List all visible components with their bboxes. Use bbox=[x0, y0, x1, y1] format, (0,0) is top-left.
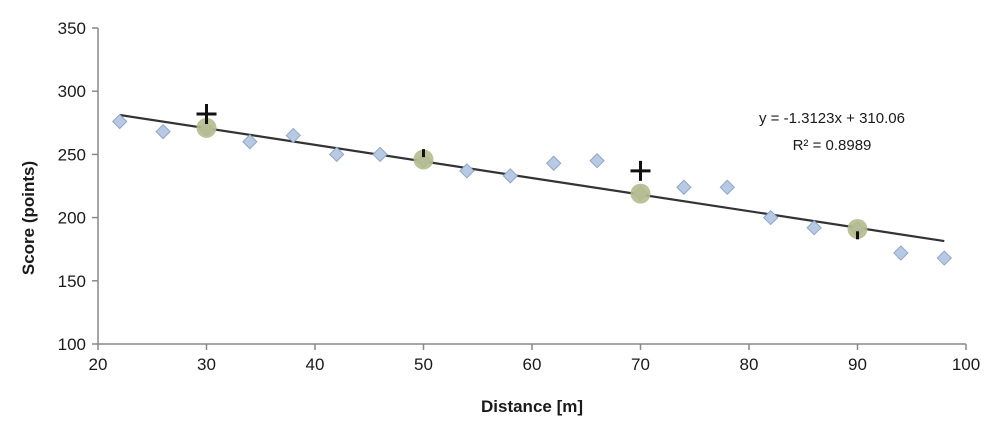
circle-point bbox=[847, 218, 868, 239]
diamond-point bbox=[372, 146, 388, 163]
diamond-point bbox=[806, 220, 822, 236]
x-tick-label: 70 bbox=[631, 355, 650, 374]
diamond-point bbox=[762, 209, 779, 226]
diamond-point bbox=[242, 134, 258, 150]
diamond-point bbox=[459, 163, 475, 179]
x-tick-label: 40 bbox=[306, 355, 325, 374]
diamond-point bbox=[111, 113, 128, 130]
trendline bbox=[119, 113, 945, 243]
diamond-point bbox=[502, 168, 519, 184]
y-tick-label: 300 bbox=[58, 82, 86, 101]
diamond-point bbox=[719, 179, 736, 195]
diamond-point bbox=[676, 179, 692, 195]
x-tick-label: 80 bbox=[740, 355, 759, 374]
x-tick-label: 50 bbox=[414, 355, 433, 374]
data-points bbox=[111, 103, 953, 266]
plus-point bbox=[630, 160, 651, 181]
diamond-point bbox=[328, 146, 345, 163]
plus-point bbox=[196, 103, 217, 124]
diamond-point bbox=[285, 127, 302, 144]
y-tick-label: 350 bbox=[58, 19, 86, 38]
diamond-point bbox=[589, 153, 605, 169]
x-tick-label: 90 bbox=[848, 355, 867, 374]
y-tick-label: 150 bbox=[58, 272, 86, 291]
diamond-point bbox=[936, 250, 953, 266]
circle-point bbox=[413, 149, 434, 170]
x-tick-label: 100 bbox=[952, 355, 980, 374]
x-tick-label: 20 bbox=[89, 355, 108, 374]
x-tick-label: 30 bbox=[197, 355, 216, 374]
y-tick-label: 250 bbox=[58, 145, 86, 164]
x-tick-label: 60 bbox=[523, 355, 542, 374]
diamond-point bbox=[155, 123, 171, 140]
y-tick-label: 100 bbox=[58, 335, 86, 354]
diamond-point bbox=[545, 155, 562, 171]
circle-point bbox=[630, 183, 651, 204]
x-axis-ticks: 20 30 40 50 60 70 80 90 100 bbox=[89, 344, 980, 374]
trendline-group bbox=[119, 113, 945, 243]
diamond-point bbox=[893, 245, 909, 261]
y-tick-label: 200 bbox=[58, 209, 86, 228]
r-squared-label: R² = 0.8989 bbox=[793, 137, 872, 154]
trendline-equation: y = -1.3123x + 310.06 bbox=[759, 110, 905, 127]
x-axis-title: Distance [m] bbox=[481, 397, 583, 416]
y-axis-ticks: 100 150 200 250 300 350 bbox=[58, 19, 98, 354]
circle-point bbox=[196, 117, 217, 138]
y-axis-title: Score (points) bbox=[19, 161, 38, 275]
